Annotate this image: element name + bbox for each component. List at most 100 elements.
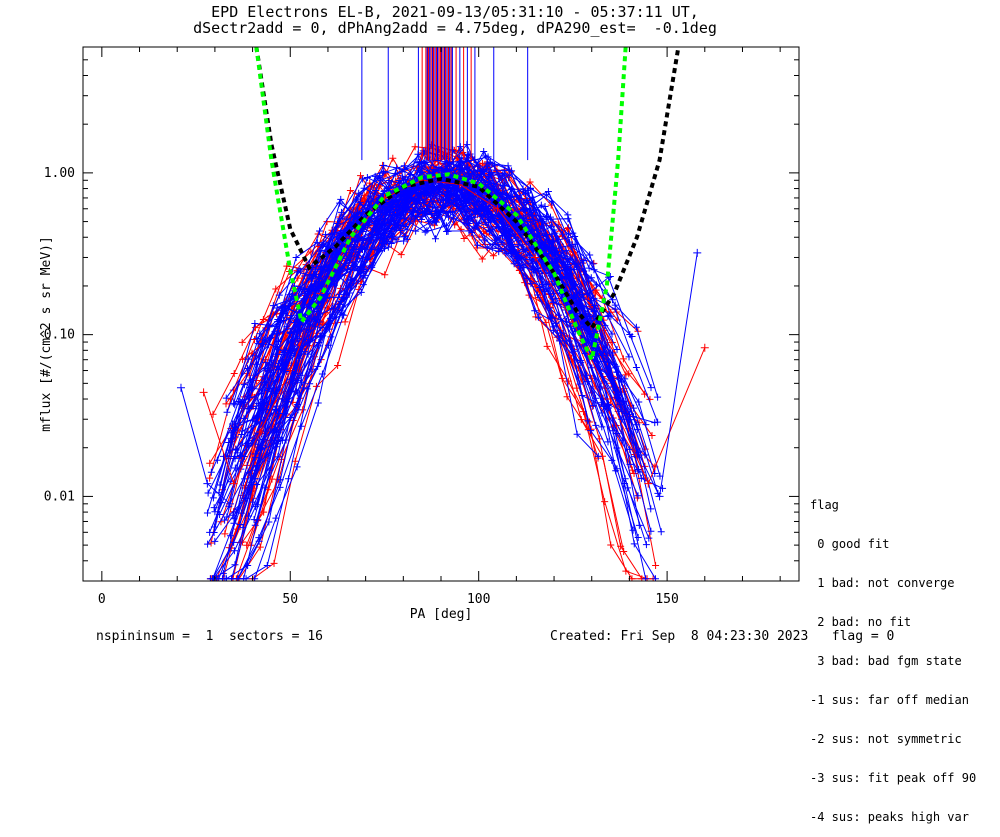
trace-marker [237, 509, 245, 517]
trace-marker [221, 516, 229, 524]
trace-marker [242, 575, 250, 581]
trace-marker [206, 474, 214, 482]
trace-marker [243, 364, 251, 372]
trace-marker [297, 422, 305, 430]
trace-marker [294, 406, 302, 414]
trace-marker [413, 213, 421, 221]
trace-marker [601, 498, 609, 506]
trace-marker [312, 270, 320, 278]
trace-marker [389, 199, 397, 207]
trace-line [252, 171, 656, 579]
trace-marker [632, 363, 640, 371]
trace-marker [340, 311, 348, 319]
trace-marker [210, 504, 218, 512]
trace-marker [651, 575, 659, 581]
trace-marker [341, 318, 349, 326]
trace-marker [363, 173, 371, 181]
trace-marker [502, 250, 510, 258]
trace-marker [401, 192, 409, 200]
trace-marker [491, 161, 499, 169]
trace-marker [526, 178, 534, 186]
trace-marker [625, 353, 633, 361]
trace-marker [654, 393, 662, 401]
trace-marker [565, 337, 573, 345]
trace-marker [487, 172, 495, 180]
trace-marker [562, 273, 570, 281]
trace-marker [571, 260, 579, 268]
trace-marker [630, 404, 638, 412]
pitch-angle-chart: 0 50 100 150 0.01 0.10 1.00 PA [deg] mflux [#/(c… [39, 46, 800, 622]
trace-marker [241, 452, 249, 460]
trace-marker [498, 231, 506, 239]
trace-marker [608, 330, 616, 338]
trace-marker [231, 464, 239, 472]
trace-marker [588, 364, 596, 372]
trace-marker [634, 533, 642, 541]
trace-marker [293, 268, 301, 276]
flag-legend-item: -3 sus: fit peak off 90 [810, 771, 977, 785]
flag-legend-item: 1 bad: not converge [810, 576, 955, 590]
trace-marker [590, 307, 598, 315]
trace-marker [418, 216, 426, 224]
trace-marker [204, 489, 212, 497]
trace-marker [272, 322, 280, 330]
data-point-marker [278, 395, 287, 404]
trace-marker [529, 266, 537, 274]
trace-marker [483, 162, 491, 170]
data-point-marker [305, 317, 314, 326]
trace-marker [563, 393, 571, 401]
trace-marker [272, 514, 280, 522]
trace-marker [376, 174, 384, 182]
trace-marker [356, 235, 364, 243]
trace-marker [400, 162, 408, 170]
trace-marker [292, 253, 300, 261]
trace-marker [647, 527, 655, 535]
trace-marker [221, 530, 229, 538]
trace-marker [567, 323, 575, 331]
trace-marker [265, 518, 273, 526]
trace-marker [495, 223, 503, 231]
trace-marker [478, 255, 486, 263]
trace-marker [294, 389, 302, 397]
trace-marker [436, 198, 444, 206]
flag-legend-item: 2 bad: no fit [810, 615, 912, 629]
data-point-marker [225, 499, 234, 508]
data-point-marker [700, 343, 709, 352]
trace-marker [315, 305, 323, 313]
trace-marker [607, 312, 615, 320]
data-point-marker [644, 479, 653, 488]
trace-marker [613, 346, 621, 354]
chart-title: EPD Electrons EL-B, 2021-09-13/05:31:10 … [211, 3, 699, 21]
trace-marker [626, 331, 634, 339]
trace-marker [527, 280, 535, 288]
trace-marker [549, 295, 557, 303]
trace-marker [333, 220, 341, 228]
trace-marker [359, 274, 367, 282]
trace-marker [251, 475, 259, 483]
trace-marker [611, 301, 619, 309]
y-tick-label: 0.10 [44, 328, 75, 343]
trace-marker [519, 185, 527, 193]
trace-marker [238, 338, 246, 346]
trace-marker [397, 200, 405, 208]
chart-subtitle: dSectr2add = 0, dPhAng2add = 4.75deg, dP… [193, 19, 717, 37]
trace-marker [593, 358, 601, 366]
trace-marker [293, 463, 301, 471]
trace-marker [612, 467, 620, 475]
trace-marker [254, 516, 262, 524]
flag-legend-item: 0 good fit [810, 537, 890, 551]
trace-marker [573, 430, 581, 438]
trace-marker [232, 424, 240, 432]
trace-marker [460, 216, 468, 224]
trace-marker [335, 300, 343, 308]
trace-marker [357, 288, 365, 296]
trace-marker [203, 509, 211, 517]
trace-marker [508, 185, 516, 193]
trace-marker [209, 494, 217, 502]
trace-marker [472, 222, 480, 230]
trace-marker [489, 252, 497, 260]
trace-marker [423, 205, 431, 213]
trace-marker [378, 230, 386, 238]
trace-marker [239, 399, 247, 407]
y-axis-label: mflux [#/(cm^2 s sr MeV)] [39, 236, 54, 432]
